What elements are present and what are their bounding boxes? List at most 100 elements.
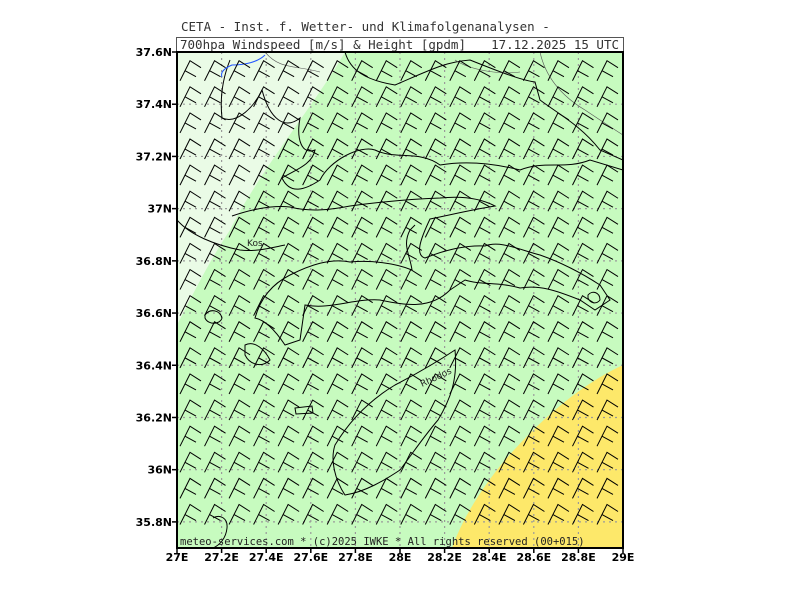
wind-barb <box>498 164 521 186</box>
wind-barb <box>253 138 275 160</box>
lat-tick-label: 36.4N <box>136 359 172 372</box>
wind-barb <box>302 138 324 160</box>
wind-barb <box>204 112 226 134</box>
wind-barb <box>400 112 423 134</box>
wind-barb <box>473 477 496 499</box>
credit-line: meteo-services.com * (c)2025 IWKE * All … <box>180 536 585 548</box>
wind-barb <box>228 321 251 342</box>
wind-barb <box>204 59 226 81</box>
wind-barb <box>351 503 373 525</box>
wind-barb <box>572 294 594 316</box>
wind-barb <box>375 294 398 316</box>
wind-barb <box>302 425 324 447</box>
wind-barb <box>596 294 619 316</box>
wind-barb <box>204 190 226 212</box>
wind-barb <box>522 242 545 264</box>
wind-barb <box>473 294 496 316</box>
lat-tick-label: 37.6N <box>136 46 172 59</box>
lat-tick-label: 36N <box>147 464 172 477</box>
wind-barb <box>596 477 619 499</box>
zone-high-wind <box>452 365 623 548</box>
wind-barb <box>498 216 521 238</box>
wind-barb <box>400 268 423 290</box>
wind-barb <box>522 294 545 316</box>
wind-barb <box>253 321 275 342</box>
wind-barb <box>326 216 349 238</box>
wind-barb <box>449 242 472 264</box>
wind-barb <box>179 373 202 395</box>
wind-barb <box>179 112 202 134</box>
wind-barb <box>253 190 275 212</box>
coastline-tilos-island <box>244 343 271 366</box>
wind-barb <box>204 164 226 186</box>
wind-barb <box>204 373 226 395</box>
wind-barb <box>449 112 472 134</box>
wind-barb <box>473 112 496 134</box>
wind-barb <box>424 451 447 473</box>
wind-barb <box>547 425 570 447</box>
wind-barb <box>572 503 594 525</box>
wind-barb <box>473 347 496 369</box>
wind-barb <box>302 347 324 369</box>
wind-barb <box>498 112 521 134</box>
wind-barb <box>400 164 423 186</box>
wind-barb <box>351 477 373 499</box>
wind-barb <box>473 321 496 342</box>
wind-barb <box>572 347 594 369</box>
wind-barb <box>228 59 251 81</box>
wind-barb <box>179 268 202 290</box>
coastline-rhodes-island <box>332 349 457 496</box>
wind-barb <box>253 216 275 238</box>
wind-barb <box>253 373 275 395</box>
wind-barb <box>424 399 447 421</box>
wind-barb <box>302 451 324 473</box>
wind-barb <box>449 268 472 290</box>
wind-barb <box>302 59 324 81</box>
wind-barb <box>522 425 545 447</box>
wind-barb <box>596 242 619 264</box>
wind-barb <box>596 451 619 473</box>
wind-barb <box>277 216 300 238</box>
wind-barb <box>473 503 496 525</box>
coastline-nisyros-island <box>204 310 223 324</box>
wind-barb <box>179 451 202 473</box>
wind-barb <box>424 268 447 290</box>
wind-barb <box>179 425 202 447</box>
wind-barb <box>179 294 202 316</box>
wind-barb <box>375 242 398 264</box>
wind-barb <box>547 190 570 212</box>
wind-barb <box>547 294 570 316</box>
wind-barb <box>498 138 521 160</box>
wind-barb <box>326 347 349 369</box>
wind-barb <box>326 477 349 499</box>
wind-barb <box>547 451 570 473</box>
wind-barb <box>375 399 398 421</box>
wind-barb <box>277 425 300 447</box>
wind-barb <box>204 268 226 290</box>
lon-tick-label: 27.4E <box>249 551 284 564</box>
wind-barb <box>424 294 447 316</box>
wind-barb <box>179 86 202 108</box>
wind-barb <box>228 268 251 290</box>
wind-barb <box>498 399 521 421</box>
wind-barb <box>572 268 594 290</box>
wind-barb <box>547 477 570 499</box>
wind-barb <box>424 503 447 525</box>
longitude-axis: 27E 27.2E 27.4E 27.6E 27.8E 28E 28.2E 28.4E 28.6… <box>166 548 634 564</box>
wind-barb <box>498 59 521 81</box>
wind-barb <box>547 59 570 81</box>
lat-tick-label: 37N <box>147 203 172 216</box>
wind-barb <box>375 164 398 186</box>
lake-outline <box>221 54 266 78</box>
wind-barb <box>400 347 423 369</box>
wind-barb <box>498 294 521 316</box>
lat-tick-label: 35.8N <box>136 516 172 529</box>
wind-barb <box>522 268 545 290</box>
wind-barb <box>179 190 202 212</box>
wind-barb <box>253 294 275 316</box>
wind-barb <box>326 190 349 212</box>
wind-barb <box>326 373 349 395</box>
wind-barb <box>473 190 496 212</box>
wind-barb <box>179 503 202 525</box>
wind-barb <box>302 242 324 264</box>
